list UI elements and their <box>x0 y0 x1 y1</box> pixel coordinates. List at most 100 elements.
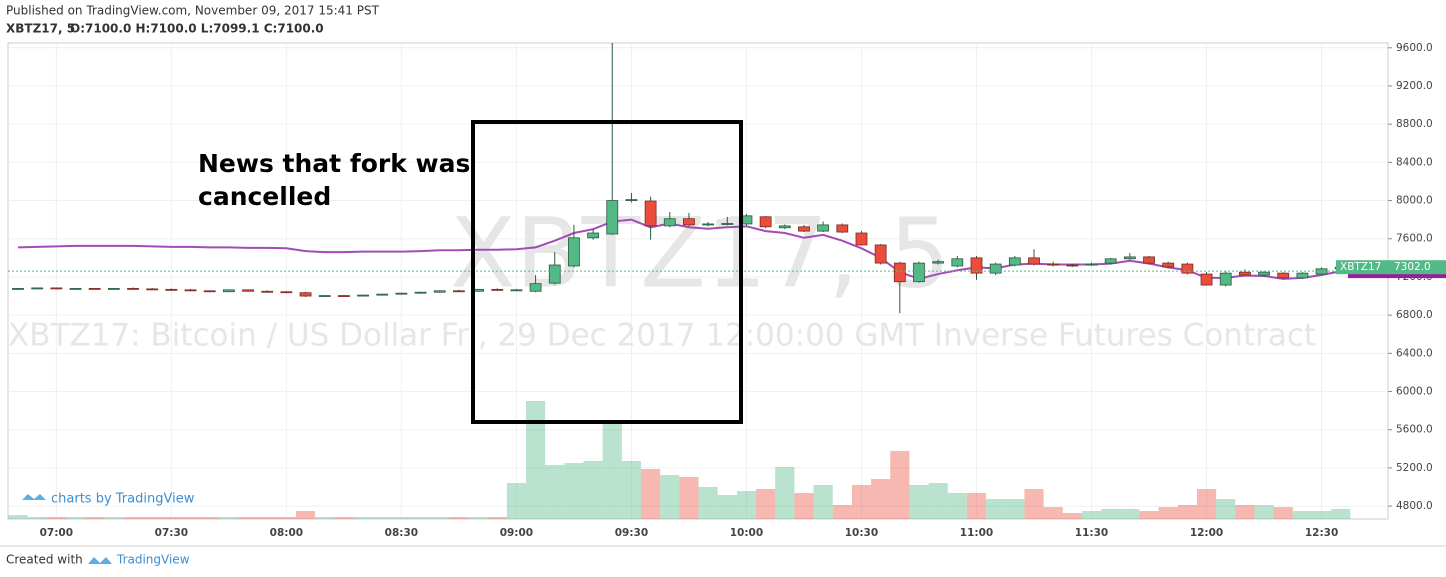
highlight-box <box>471 120 743 424</box>
volume-bar <box>717 495 737 519</box>
y-tick-label: 9200.0 <box>1396 80 1433 92</box>
tv-logo <box>88 557 112 564</box>
candle-body <box>165 288 178 291</box>
volume-bar <box>794 493 814 519</box>
candle-body <box>951 258 964 267</box>
x-tick-label: 10:30 <box>845 527 878 539</box>
candle-body <box>31 287 44 290</box>
candle-body <box>1047 263 1060 266</box>
volume-bar <box>851 485 872 519</box>
volume-bar <box>890 451 910 519</box>
x-tick-label: 12:00 <box>1190 527 1223 539</box>
volume-bar <box>1024 489 1044 519</box>
volume-bar <box>27 517 47 519</box>
candle-body <box>1143 256 1155 264</box>
volume-bar <box>180 517 201 519</box>
candle-body <box>1008 257 1021 266</box>
candle-body <box>1219 272 1232 286</box>
candle-body <box>989 263 1002 274</box>
candle-body <box>1066 264 1079 267</box>
volume-bar <box>1043 507 1063 519</box>
volume-bar <box>660 475 680 519</box>
volume-bar <box>257 517 277 519</box>
x-tick-label: 12:30 <box>1305 527 1338 539</box>
candle-body <box>683 218 695 226</box>
volume-bar <box>487 517 507 519</box>
candle-body <box>606 200 619 235</box>
candle-body <box>625 199 638 201</box>
candle-body <box>1085 263 1098 266</box>
volume-bar <box>1120 509 1140 519</box>
volume-bar <box>832 505 852 519</box>
volume-bar <box>1158 507 1178 519</box>
candle-body <box>721 223 734 225</box>
x-tick-label: 09:00 <box>500 527 533 539</box>
volume-bar <box>104 517 124 519</box>
candle-body <box>1238 271 1251 276</box>
candle-body <box>1104 258 1117 264</box>
volume-bar <box>602 424 622 519</box>
candle-body <box>702 223 715 226</box>
candle-body <box>932 261 945 264</box>
volume-bar <box>1235 505 1255 519</box>
candle-body <box>280 291 293 294</box>
volume-bar <box>564 463 584 519</box>
volume-bar <box>295 511 316 519</box>
volume-bar <box>756 489 776 519</box>
candle-body <box>491 288 504 291</box>
volume-bar <box>909 485 929 519</box>
volume-bar <box>947 493 967 519</box>
volume-bar <box>1311 511 1332 519</box>
candle-body <box>778 225 791 229</box>
volume-bar <box>8 515 28 519</box>
volume-bar <box>986 499 1006 519</box>
volume-bar <box>1196 489 1217 519</box>
candle-body <box>1277 272 1290 279</box>
volume-bar <box>276 517 296 519</box>
y-tick-label: 6000.0 <box>1396 386 1433 398</box>
candle-body <box>184 289 197 292</box>
volume-bar <box>334 517 354 519</box>
candle-body <box>587 232 599 239</box>
footer-brand[interactable]: TradingView <box>116 553 190 567</box>
candle-body <box>203 290 216 293</box>
volume-bar <box>1081 511 1102 519</box>
y-tick-label: 5200.0 <box>1396 462 1433 474</box>
branding[interactable]: charts by TradingView <box>51 492 195 507</box>
candle-body <box>1123 256 1136 260</box>
candle-body <box>50 287 63 290</box>
y-tick-label: 8400.0 <box>1396 156 1433 168</box>
y-tick-label: 7600.0 <box>1396 233 1433 245</box>
y-tick-label: 6400.0 <box>1396 347 1433 359</box>
volume-bar <box>871 479 891 519</box>
volume-bar <box>641 469 661 519</box>
x-tick-label: 08:30 <box>385 527 418 539</box>
volume-bar <box>526 401 546 519</box>
volume-bar <box>583 461 603 519</box>
volume-bar <box>1331 509 1351 519</box>
y-tick-label: 4800.0 <box>1396 500 1433 512</box>
candle-body <box>663 218 676 227</box>
y-tick-label: 6800.0 <box>1396 309 1433 321</box>
candle-body <box>261 290 274 293</box>
ma-line <box>17 218 1341 280</box>
candle-body <box>433 290 446 293</box>
candle-body <box>1181 263 1194 274</box>
candle-body <box>337 295 350 297</box>
volume-bar <box>142 517 162 519</box>
published: Published on TradingView.com, November 0… <box>6 4 380 18</box>
candle-body <box>146 288 159 291</box>
volume-bar <box>679 477 699 519</box>
x-tick-label: 08:00 <box>270 527 303 539</box>
y-tick-label: 9600.0 <box>1396 42 1433 54</box>
volume-bar <box>775 467 795 519</box>
candle-body <box>913 262 925 283</box>
x-tick-label: 11:00 <box>960 527 993 539</box>
candle-body <box>222 289 235 293</box>
candle-body <box>376 293 389 296</box>
y-tick-label: 8800.0 <box>1396 118 1433 130</box>
x-tick-label: 11:30 <box>1075 527 1108 539</box>
x-tick-label: 07:30 <box>155 527 188 539</box>
x-tick-label: 09:30 <box>615 527 648 539</box>
